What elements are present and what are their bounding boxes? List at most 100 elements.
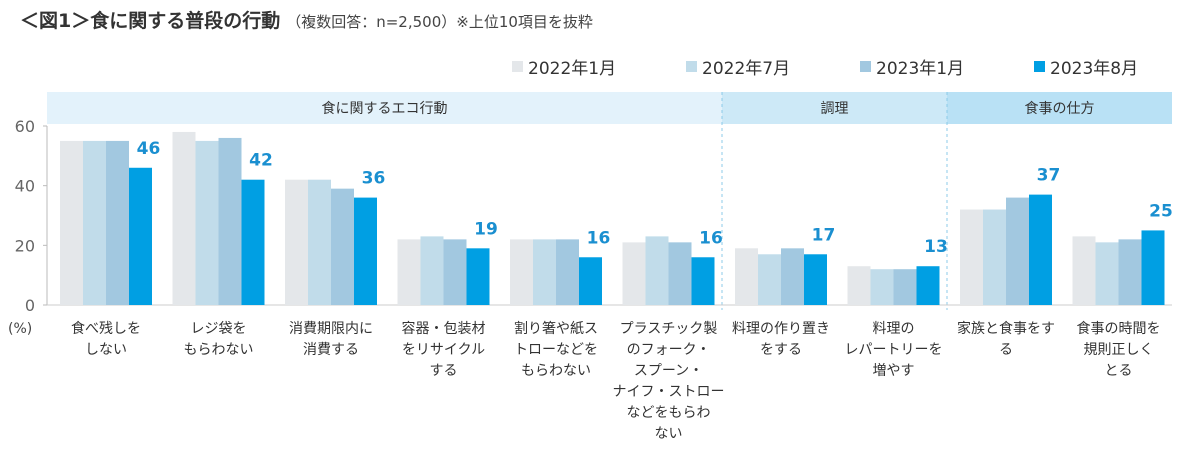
bar (397, 239, 421, 305)
y-tick-label: 60 (15, 117, 35, 136)
category-label: スプーン・ (634, 363, 703, 379)
category-label: もらわない (184, 342, 254, 358)
chart-title: ＜図1＞食に関する普段の行動 （複数回答：n=2,500）※上位10項目を抜粋 (20, 6, 593, 33)
bar (847, 266, 871, 305)
category-label: 規則正しく (1084, 342, 1154, 358)
bar (285, 179, 308, 305)
bar (106, 140, 129, 305)
bar (781, 248, 804, 305)
data-label: 13 (924, 237, 948, 257)
category-label: ナイフ・ストロー (613, 384, 725, 400)
category-label: などをもらわ (627, 405, 711, 421)
category-label: 消費する (303, 342, 359, 358)
bar (1118, 239, 1142, 305)
category-label: レジ袋を (191, 321, 247, 337)
legend-swatch (686, 61, 697, 72)
bar (172, 131, 196, 305)
subtitle-text: （複数回答：n=2,500）※上位10項目を抜粋 (286, 13, 593, 31)
category-label: 食事の時間を (1077, 320, 1161, 337)
title-text: ＜図1＞食に関する普段の行動 (20, 10, 281, 32)
bar (510, 239, 533, 305)
data-label: 42 (249, 151, 273, 171)
bar (916, 266, 940, 305)
legend-label: 2023年8月 (1050, 59, 1138, 79)
bar (735, 248, 758, 305)
bar (331, 188, 354, 305)
category-label: とる (1105, 363, 1133, 379)
group-band (947, 92, 1172, 124)
bar (443, 239, 467, 305)
data-label: 37 (1037, 166, 1061, 186)
bar (645, 236, 669, 305)
group-label: 調理 (821, 101, 849, 117)
bar (1029, 194, 1052, 305)
bar (218, 137, 242, 305)
bar (195, 140, 219, 305)
category-label: 容器・包装材 (402, 320, 486, 337)
bar (1095, 242, 1119, 305)
y-tick-label: 0 (25, 296, 35, 315)
legend-label: 2023年1月 (876, 59, 964, 79)
category-label: 割り箸や紙ス (514, 320, 598, 337)
category-label: 料理の作り置き (732, 321, 830, 337)
bar (1141, 230, 1165, 305)
bar (960, 209, 983, 305)
bar (556, 239, 579, 305)
category-label: レパートリーを (845, 342, 943, 358)
bar (129, 167, 152, 305)
y-axis-unit: (%) (8, 321, 32, 337)
category-label: 消費期限内に (289, 321, 373, 337)
category-label: 家族と食事をす (957, 320, 1055, 337)
bar (691, 257, 715, 305)
category-label: しない (85, 342, 127, 358)
category-label: する (430, 363, 458, 379)
bar (983, 209, 1006, 305)
group-label: 食に関するエコ行動 (322, 100, 448, 117)
bar (870, 269, 894, 305)
group-label: 食事の仕方 (1025, 100, 1095, 117)
bar (893, 269, 917, 305)
bar (83, 140, 106, 305)
data-label: 25 (1149, 201, 1173, 221)
category-label: もらわない (521, 363, 591, 379)
bar (466, 248, 490, 305)
bar (804, 254, 827, 305)
legend-label: 2022年7月 (702, 59, 790, 79)
bar (354, 197, 377, 305)
category-label: 料理の (873, 321, 915, 337)
legend-label: 2022年1月 (528, 59, 616, 79)
legend-swatch (860, 61, 871, 72)
category-label: プラスチック製 (620, 321, 718, 337)
bar (533, 239, 556, 305)
bar (308, 179, 331, 305)
bar (241, 179, 265, 305)
legend-swatch (512, 61, 523, 72)
y-tick-label: 40 (15, 177, 35, 196)
bar (1006, 197, 1029, 305)
bar (758, 254, 781, 305)
legend-swatch (1034, 61, 1045, 72)
group-band (47, 92, 722, 124)
data-label: 16 (699, 228, 723, 248)
bar (1072, 236, 1096, 305)
bar (668, 242, 692, 305)
data-label: 17 (812, 225, 836, 245)
group-band (722, 92, 947, 124)
category-label: をリサイクル (402, 342, 485, 358)
category-label: る (999, 342, 1013, 358)
category-label: 食べ残しを (71, 320, 141, 337)
bar (622, 242, 646, 305)
y-tick-label: 20 (15, 236, 35, 255)
data-label: 36 (362, 169, 386, 189)
bar (579, 257, 602, 305)
data-label: 46 (137, 139, 161, 159)
category-label: トローなどを (514, 342, 598, 358)
bar (420, 236, 444, 305)
bar (60, 140, 83, 305)
category-label: のフォーク・ (627, 342, 711, 358)
data-label: 19 (474, 219, 498, 239)
category-label: をする (760, 342, 802, 358)
category-label: ない (655, 426, 683, 442)
